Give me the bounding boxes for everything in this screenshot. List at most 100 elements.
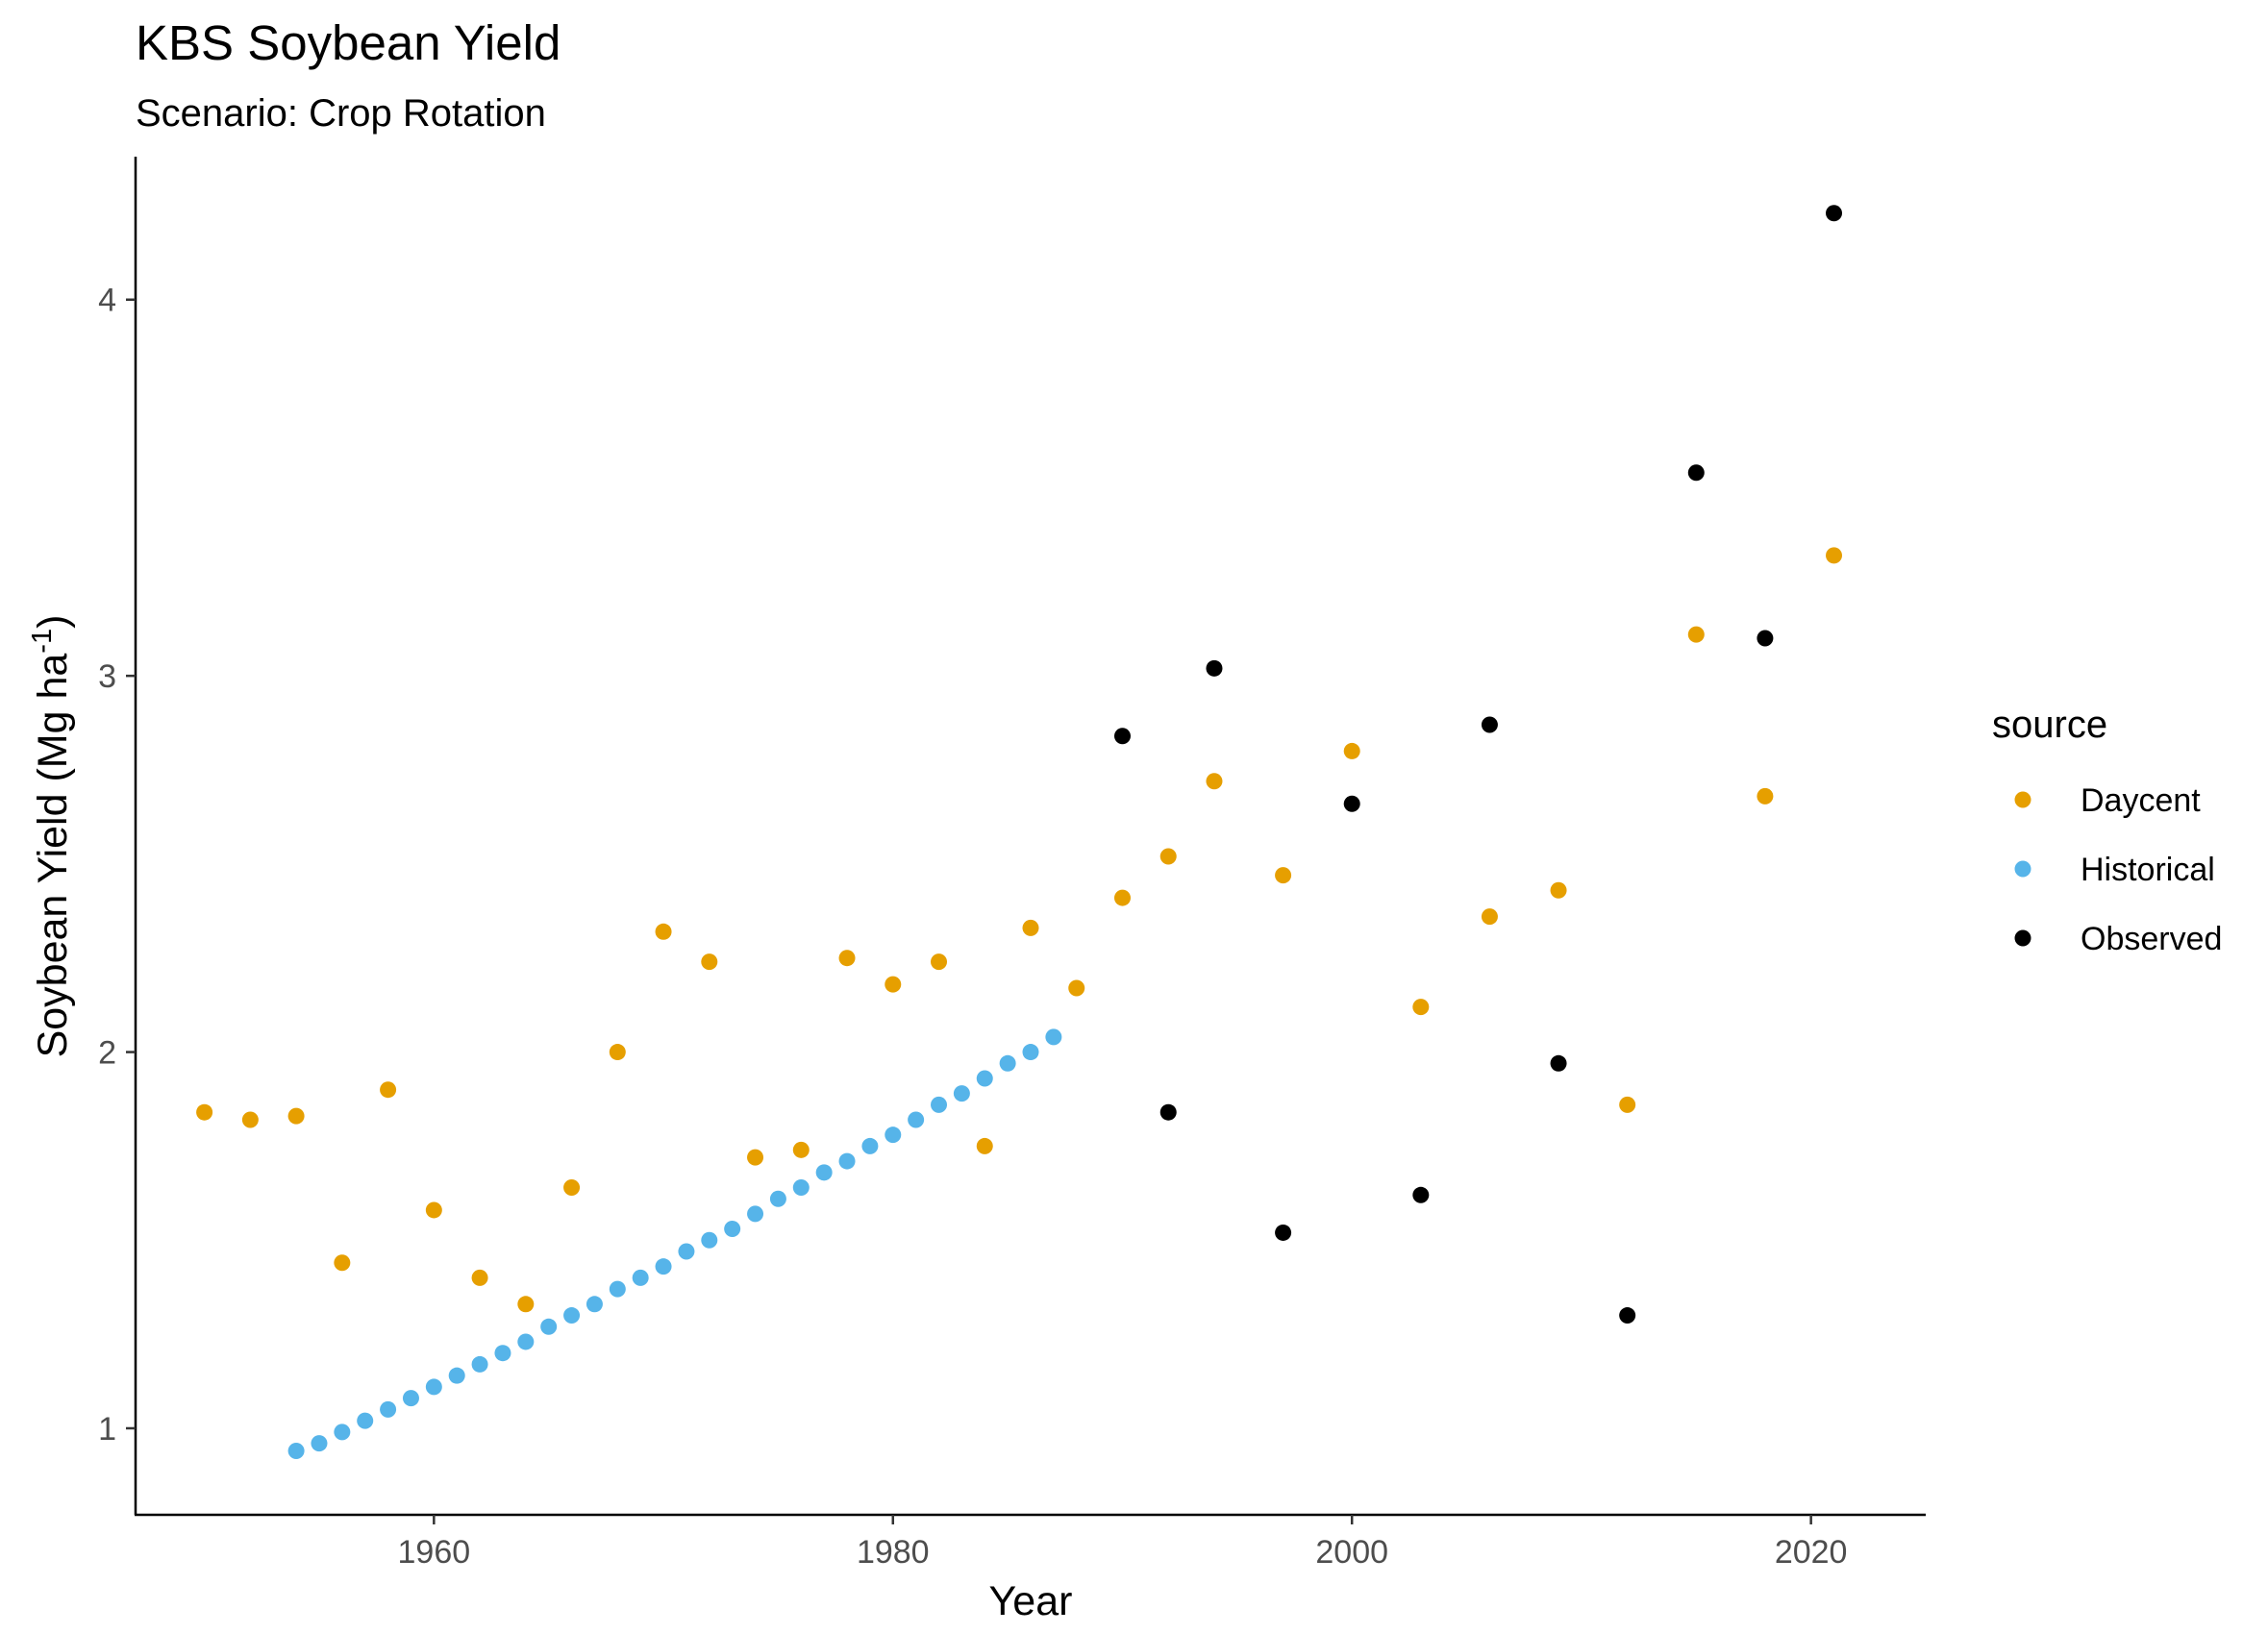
legend: source Daycent Historical Observed [1992, 704, 2222, 957]
y-axis-title-superscript: -1 [27, 629, 58, 654]
chart-subtitle: Scenario: Crop Rotation [136, 92, 546, 135]
y-tick-label: 3 [98, 658, 116, 695]
point-historical [861, 1137, 879, 1154]
point-daycent [196, 1103, 213, 1121]
point-daycent [1757, 787, 1774, 805]
point-daycent [563, 1178, 581, 1196]
point-historical [448, 1367, 465, 1384]
legend-label: Observed [2081, 921, 2222, 957]
legend-items: Daycent Historical Observed [2014, 782, 2222, 957]
point-historical [563, 1307, 581, 1325]
point-historical [1022, 1044, 1039, 1061]
x-tick-label: 2020 [1775, 1534, 1848, 1571]
y-axis-title-close: ) [30, 615, 76, 629]
point-daycent [747, 1149, 764, 1166]
point-daycent [1159, 848, 1177, 865]
legend-label: Historical [2081, 852, 2215, 888]
point-historical [815, 1164, 833, 1181]
y-tick-label: 2 [98, 1035, 116, 1072]
point-historical [792, 1178, 810, 1196]
point-historical [311, 1435, 328, 1452]
point-historical [908, 1111, 925, 1128]
y-tick-label: 1 [98, 1411, 116, 1448]
point-historical [678, 1243, 695, 1260]
point-observed [1481, 716, 1498, 733]
point-observed [1343, 795, 1360, 812]
point-daycent [885, 976, 902, 993]
point-historical [540, 1318, 558, 1335]
point-historical [747, 1205, 764, 1223]
point-daycent [1826, 547, 1843, 564]
point-observed [1619, 1307, 1636, 1325]
point-observed [1757, 630, 1774, 647]
point-daycent [792, 1141, 810, 1158]
point-daycent [1068, 979, 1085, 997]
point-historical [402, 1390, 419, 1407]
point-observed [1550, 1054, 1567, 1072]
x-tick-label: 1980 [857, 1534, 930, 1571]
point-historical [425, 1378, 442, 1396]
point-daycent [1481, 908, 1498, 926]
point-historical [334, 1424, 351, 1441]
point-daycent [1687, 626, 1705, 643]
point-daycent [609, 1044, 626, 1061]
point-observed [1159, 1103, 1177, 1121]
point-observed [1206, 659, 1223, 677]
point-observed [1412, 1186, 1430, 1203]
point-historical [380, 1400, 397, 1418]
legend-key-historical [2014, 860, 2031, 878]
point-daycent [1113, 889, 1131, 906]
point-historical [494, 1345, 511, 1362]
point-historical [287, 1442, 305, 1459]
point-daycent [1550, 881, 1567, 899]
x-axis-title: Year [989, 1578, 1073, 1624]
x-tick-label: 1960 [398, 1534, 471, 1571]
point-daycent [471, 1269, 488, 1286]
point-historical [471, 1355, 488, 1373]
plot-area: 1960 1980 2000 2020 1 2 3 4 [98, 157, 1926, 1571]
point-historical [586, 1296, 603, 1313]
point-daycent [241, 1111, 259, 1128]
y-tick-label: 4 [98, 283, 116, 319]
point-historical [885, 1126, 902, 1144]
point-daycent [931, 953, 948, 971]
point-historical [517, 1333, 535, 1350]
point-historical [655, 1258, 672, 1275]
point-daycent [425, 1201, 442, 1219]
point-daycent [1275, 867, 1292, 884]
point-daycent [1412, 999, 1430, 1016]
y-axis-title-main: Soybean Yield (Mg ha [30, 654, 76, 1058]
point-historical [724, 1221, 741, 1238]
point-daycent [517, 1296, 535, 1313]
point-daycent [1206, 773, 1223, 790]
point-daycent [838, 950, 856, 967]
point-daycent [701, 953, 718, 971]
y-axis-title: Soybean Yield (Mg ha-1) [27, 615, 76, 1058]
point-daycent [1343, 742, 1360, 759]
legend-title: source [1992, 704, 2107, 746]
point-historical [953, 1085, 970, 1102]
point-historical [999, 1054, 1016, 1072]
point-historical [357, 1412, 374, 1429]
point-historical [769, 1190, 786, 1207]
point-historical [976, 1070, 993, 1087]
point-daycent [1022, 919, 1039, 936]
point-daycent [287, 1107, 305, 1125]
x-tick-label: 2000 [1315, 1534, 1388, 1571]
point-daycent [1619, 1096, 1636, 1113]
point-observed [1826, 205, 1843, 222]
data-points [196, 205, 1843, 1459]
y-axis-ticks: 1 2 3 4 [98, 283, 136, 1448]
point-observed [1113, 728, 1131, 745]
point-historical [1045, 1028, 1062, 1046]
point-historical [609, 1280, 626, 1298]
point-historical [632, 1269, 649, 1286]
point-historical [931, 1096, 948, 1113]
point-historical [838, 1152, 856, 1170]
point-daycent [655, 923, 672, 940]
point-historical [701, 1231, 718, 1249]
legend-label: Daycent [2081, 782, 2201, 819]
point-daycent [976, 1137, 993, 1154]
